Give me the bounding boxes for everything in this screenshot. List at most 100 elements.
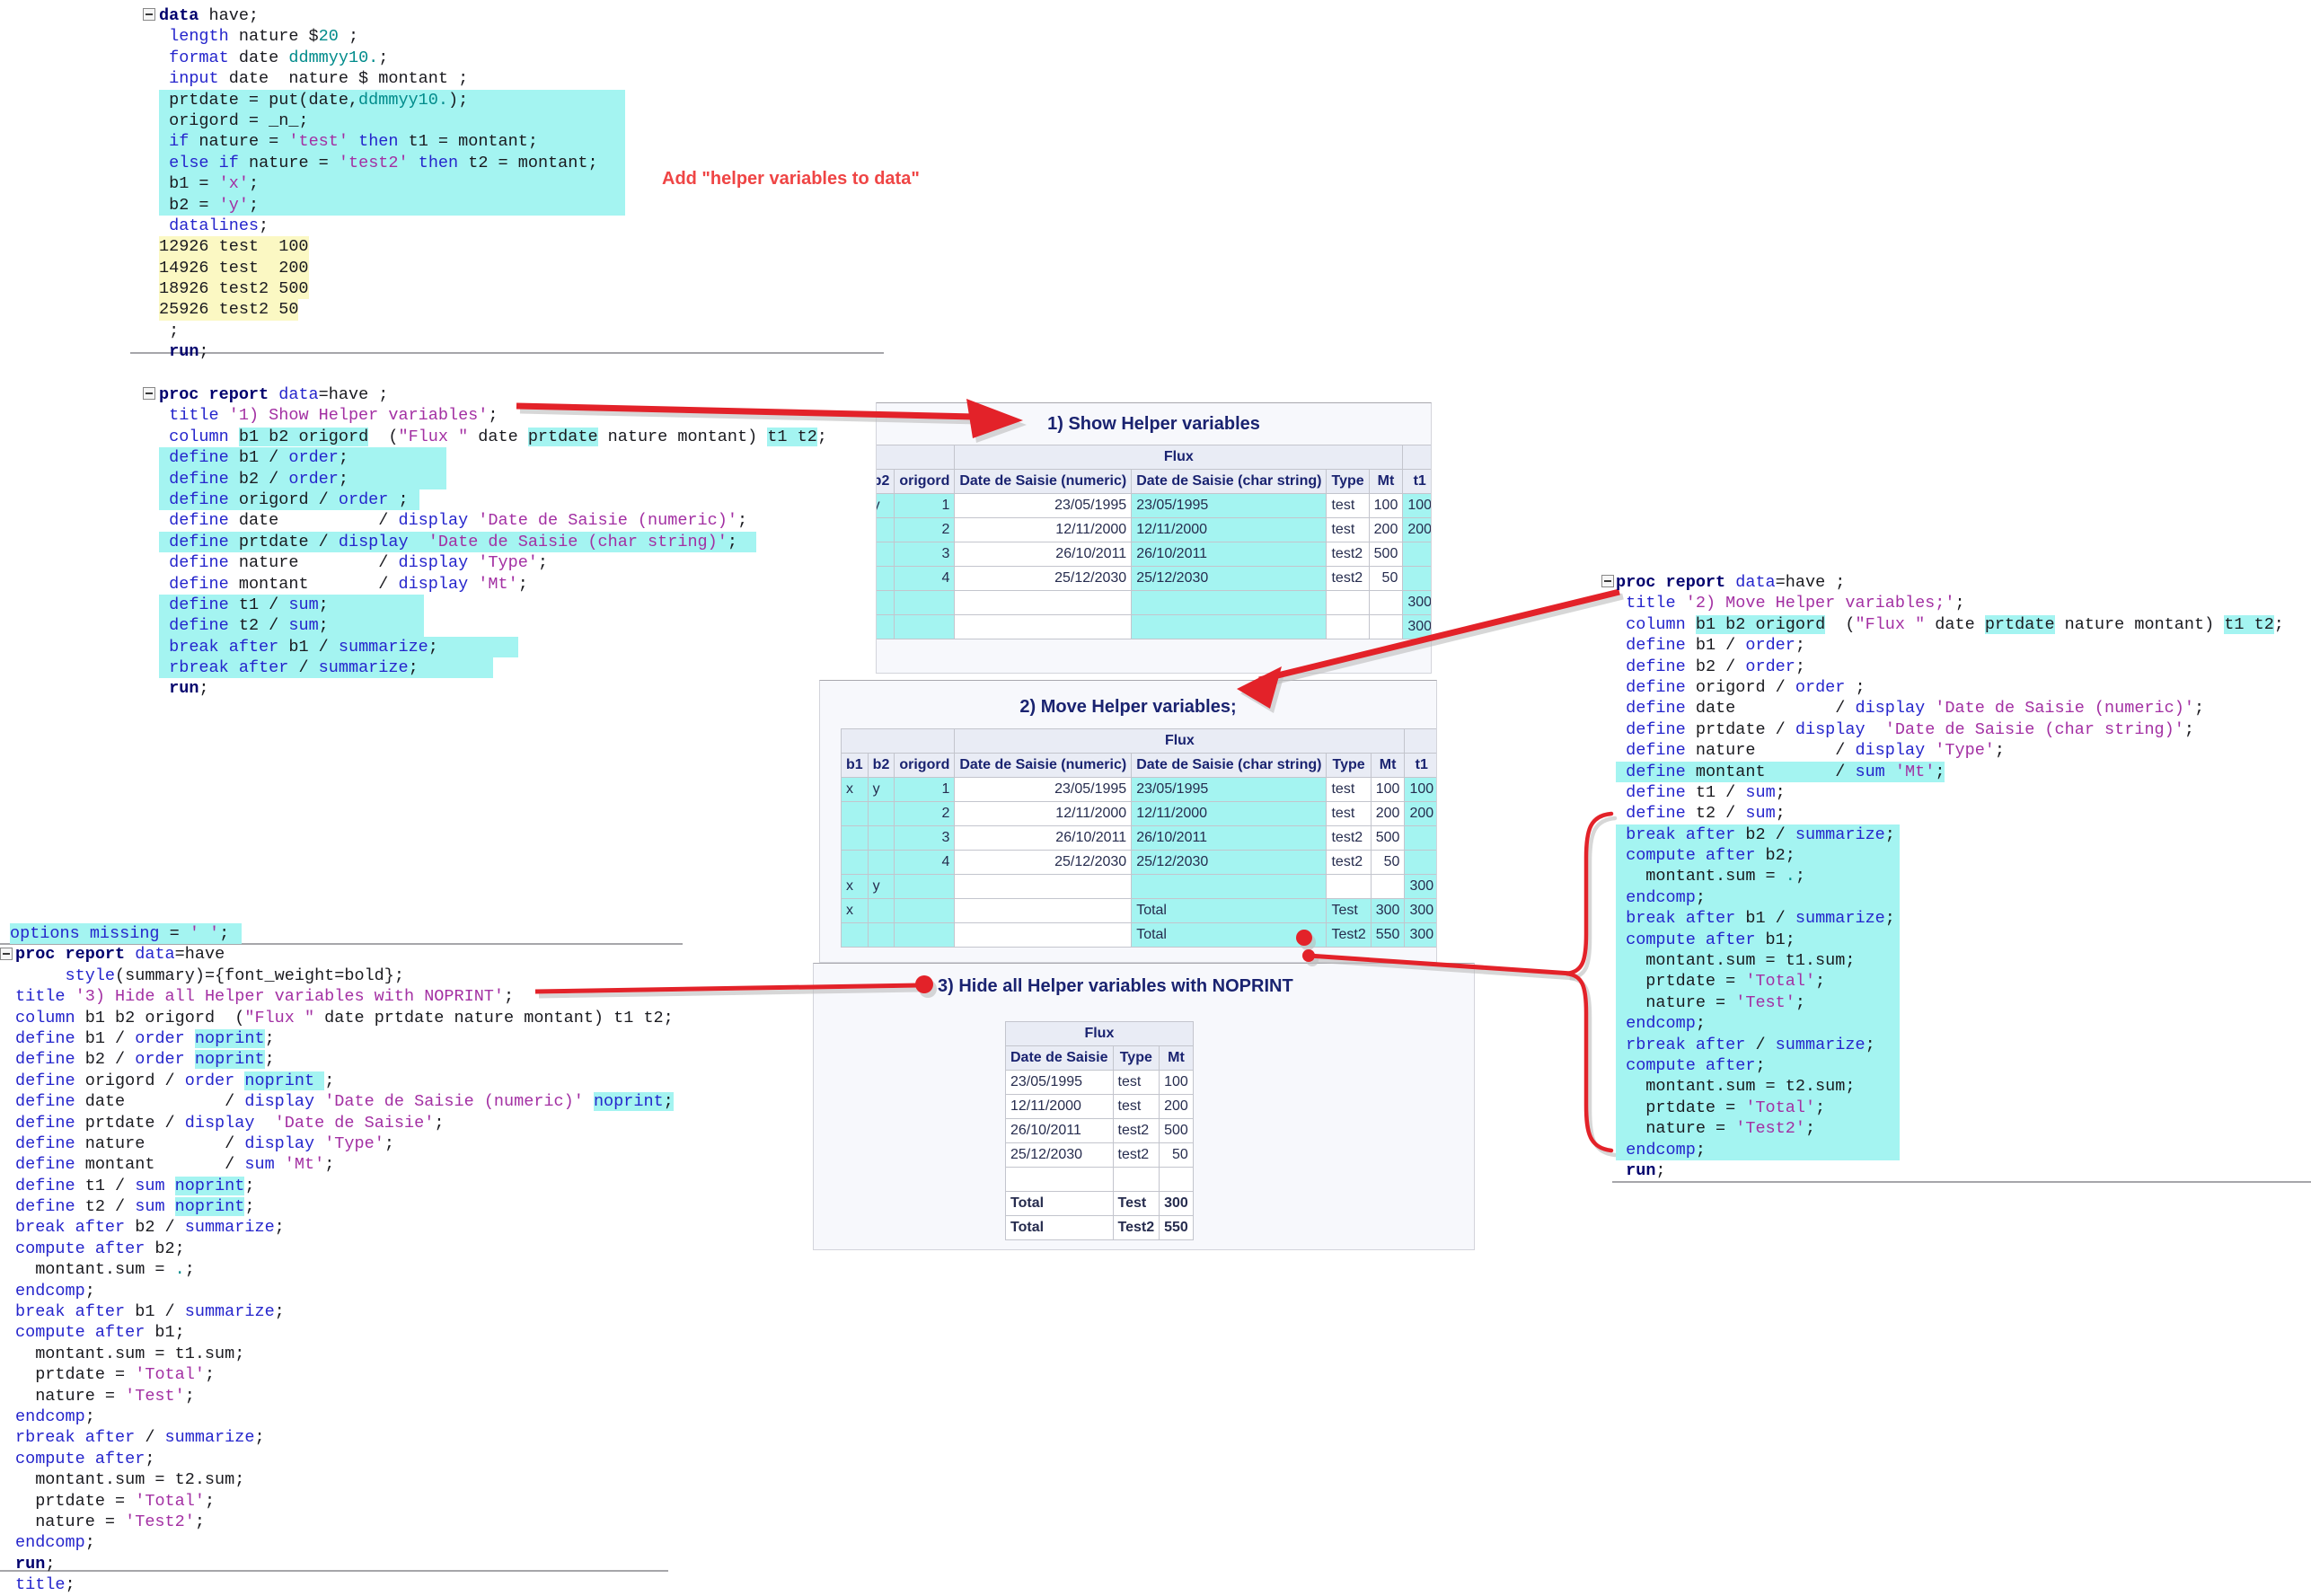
table-cell [1326, 590, 1370, 615]
table-cell [1131, 590, 1328, 615]
table-cell [877, 566, 895, 591]
table-cell: Test2 [1112, 1215, 1160, 1240]
table-cell: y [867, 777, 895, 802]
table-cell [841, 850, 869, 875]
table-cell: y [877, 493, 895, 518]
spanned-header-blank [1404, 728, 1436, 754]
table-cell: 25/12/2030 [1005, 1142, 1114, 1168]
column-header: Mt [1370, 753, 1406, 778]
table-row: x TotalTest300300550 [841, 898, 1436, 923]
code-line: montant.sum = t2.sum; [1616, 1076, 2284, 1098]
code-line: else if nature = 'test2' then t2 = monta… [159, 152, 625, 174]
table-cell: 200 [1402, 517, 1431, 542]
code-line: define montant / display 'Mt'; [169, 574, 528, 594]
code-line: proc report data=have [15, 945, 225, 965]
table-cell [841, 922, 869, 948]
code-editor-proc-report-3[interactable]: options missing = ' '; proc report data=h… [10, 923, 674, 1596]
code-line: column b1 b2 origord ("Flux " date prtda… [15, 1008, 674, 1027]
code-line: format date ddmmyy10.; [169, 48, 389, 67]
section-divider [130, 352, 884, 354]
table-cell [894, 874, 956, 899]
table-cell [877, 590, 895, 615]
table-cell: 550 [1370, 922, 1406, 948]
table-cell: test [1112, 1094, 1160, 1119]
code-line: endcomp; [15, 1406, 95, 1426]
table-row: 25/12/2030 test2 50 [1005, 1142, 1194, 1168]
code-line: prtdate = 'Total'; [15, 1365, 216, 1385]
code-editor-data-step[interactable]: data have; length nature $20 ; format da… [159, 5, 625, 363]
table-cell: 1 [894, 777, 956, 802]
table-cell: 300 [1402, 590, 1431, 615]
code-line: define b2 / order; [159, 468, 827, 489]
code-line: title; [15, 1575, 75, 1595]
code-fold-icon[interactable] [1601, 575, 1614, 587]
table-cell [894, 898, 956, 923]
code-line: 18926 test2 500 [159, 278, 309, 300]
table-cell: 12/11/2000 [1131, 517, 1328, 542]
table-cell: 100 [1370, 777, 1406, 802]
code-fold-icon[interactable] [143, 387, 155, 400]
report-title-3: 3) Hide all Helper variables with NOPRIN… [938, 976, 1293, 996]
code-line: run; [169, 342, 209, 362]
code-line: define nature / display 'Type'; [169, 553, 549, 573]
code-line: nature = 'Test'; [1616, 992, 2284, 1014]
code-fold-icon[interactable] [0, 948, 13, 960]
code-line: define prtdate / display 'Date de Saisie… [159, 531, 827, 553]
code-line: proc report data=have ; [1616, 573, 1846, 592]
code-line: b1 = 'x'; [159, 173, 625, 195]
report-table-slot-2: Flux b1 b2 origord Date de Saisie (numeric)… [840, 728, 1436, 948]
code-line: rbreak after / summarize; [15, 1428, 265, 1448]
code-line: define t1 / sum; [1626, 782, 1786, 802]
code-line: style(summary)={font_weight=bold}; [65, 966, 404, 985]
table-cell: test [1326, 777, 1372, 802]
code-line: define b2 / order noprint; [15, 1050, 275, 1070]
code-line: define t1 / sum noprint; [15, 1176, 255, 1195]
table-cell: 500 [1368, 542, 1404, 567]
code-line: break after b2 / summarize; [1616, 824, 2284, 846]
table-cell: Total [1005, 1191, 1114, 1216]
table-cell: 26/10/2011 [954, 542, 1133, 567]
table-cell: test2 [1112, 1118, 1160, 1143]
code-line: nature = 'Test2'; [1616, 1118, 2284, 1140]
code-line: title '3) Hide all Helper variables with… [15, 987, 515, 1007]
code-line: rbreak after / summarize; [1616, 1034, 2284, 1055]
code-line: column b1 b2 origord ("Flux " date prtda… [169, 427, 827, 446]
column-header: t1 [1402, 469, 1431, 494]
code-fold-icon[interactable] [143, 8, 155, 21]
report-table2: Flux b1 b2 origord Date de Saisie (numeric)… [840, 728, 1436, 948]
code-line: endcomp; [15, 1533, 95, 1553]
code-editor-proc-report-1[interactable]: proc report data=have ; title '1) Show H… [159, 384, 827, 700]
table-cell: Test [1112, 1191, 1160, 1216]
code-line: proc report data=have ; [159, 385, 389, 404]
code-line: data have; [159, 6, 260, 25]
column-header: origord [894, 753, 956, 778]
code-line: define t2 / sum; [159, 615, 827, 637]
column-header: Date de Saisie (numeric) [954, 469, 1133, 494]
code-line: define prtdate / display 'Date de Saisie… [1626, 719, 2194, 739]
table-cell [1159, 1167, 1194, 1192]
table-cell: 50 [1159, 1142, 1194, 1168]
code-line: nature = 'Test2'; [15, 1512, 205, 1531]
table-cell: 23/05/1995 [954, 777, 1133, 802]
code-editor-proc-report-2[interactable]: proc report data=have ; title '2) Move H… [1616, 572, 2284, 1181]
table-cell [894, 590, 956, 615]
table-cell: y [867, 874, 895, 899]
table-cell [1005, 1167, 1114, 1192]
code-line: nature = 'Test'; [15, 1386, 195, 1406]
table-cell: 23/05/1995 [954, 493, 1133, 518]
table-cell [1326, 614, 1370, 639]
table-cell: 23/05/1995 [1131, 777, 1328, 802]
code-line: compute after b2; [1616, 845, 2284, 867]
column-header: Date de Saisie (char string) [1131, 469, 1328, 494]
column-header: Mt [1368, 469, 1404, 494]
code-line: define b2 / order; [1626, 657, 1805, 676]
table-cell: 300 [1404, 898, 1436, 923]
table-cell [1402, 566, 1431, 591]
table-cell [954, 922, 1133, 948]
code-line: montant.sum = t1.sum; [1616, 950, 2284, 972]
table-row: 2 12/11/2000 12/11/2000 test 200 200 [877, 517, 1431, 542]
table-cell [867, 825, 895, 851]
